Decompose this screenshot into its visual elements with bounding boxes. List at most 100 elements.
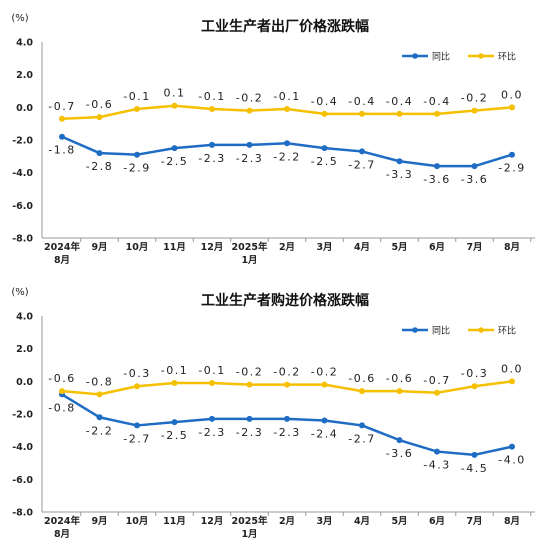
data-point [396,110,403,117]
data-label: -2.5 [311,155,338,168]
series-mom: -0.7 -0.6-0.1 0.1 -0.1 -0.2 -0.1 -0.4 -0.4 -0.4-… [48,87,522,122]
data-label: -2.3 [198,152,225,165]
data-label: -0.4 [311,95,338,108]
x-tick-label: 2024年 [44,241,80,253]
x-tick-label: 2月 [279,516,295,527]
data-label: -2.9 [123,162,150,175]
data-point [96,150,103,157]
legend-label: 环比 [498,325,516,337]
x-tick-label: 7月 [466,516,482,527]
data-point [59,115,65,122]
y-tick-label: -6.0 [12,475,33,486]
data-point [471,451,478,458]
data-point [509,443,515,450]
data-label: -0.1 [198,90,225,103]
y-tick-label: 4.0 [16,38,33,49]
data-point [471,107,478,114]
x-tick-label: 5月 [391,516,407,527]
series-mom: -0.6 -0.8 -0.3 -0.1 -0.1 -0.2 -0.2 -0.2 -0.6 -0.6… [48,362,522,398]
x-tick-label: 10月 [126,242,149,253]
data-point [96,114,103,121]
unit-label: (%) [11,13,28,24]
data-point [96,391,103,398]
data-label: -0.6 [48,372,75,385]
data-label: -2.3 [236,152,263,165]
data-label: -0.2 [273,366,300,379]
data-point [209,141,215,148]
legend-marker [478,327,484,333]
data-label: -2.8 [86,160,113,173]
x-tick-label: 2025年 [232,515,268,527]
series-line [61,393,513,457]
data-point [321,381,328,388]
x-tick-label: 6月 [429,516,445,527]
unit-label: (%) [11,287,28,298]
x-tick-label: 6月 [429,242,445,253]
data-label: -0.3 [123,367,150,380]
data-label: -0.1 [198,364,225,377]
data-point [321,417,328,424]
data-point [396,437,403,444]
data-point [134,422,140,429]
data-label: -0.4 [348,95,375,108]
x-tick-label: 3月 [316,242,332,253]
chart-title: 工业生产者出厂价格涨跌幅 [201,18,369,35]
data-point [246,107,253,114]
data-point [434,110,440,117]
x-tick-label: 1月 [241,255,257,266]
data-point [209,379,215,386]
x-tick-label: 9月 [91,242,107,253]
x-tick-label: 12月 [201,242,224,253]
data-label: -2.2 [86,424,113,437]
x-tick-label: 11月 [163,242,186,253]
data-point [434,163,440,170]
data-label: -4.3 [423,459,450,472]
data-label: -2.7 [348,432,375,445]
data-point [359,148,365,155]
chart-panel-1: 工业生产者出厂价格涨跌幅 (%) 4.0 2.0 0.0 -2.0 -4.0 -6.0 -8.0… [11,13,535,266]
x-tick-label: 9月 [91,516,107,527]
data-point [509,378,515,385]
data-label: -0.6 [386,372,413,385]
data-point [359,422,365,429]
data-label: -0.1 [161,364,188,377]
data-label: -0.7 [48,100,75,113]
data-label: -3.6 [461,173,488,186]
data-label: -2.7 [123,432,150,445]
data-point [434,448,440,455]
y-tick-label: -2.0 [12,136,33,147]
data-point [171,419,178,426]
data-point [246,415,253,422]
data-label: -2.2 [273,150,300,163]
data-point [359,110,365,117]
data-label: -0.8 [86,375,113,388]
series-yoy: -0.8 -2.2 -2.7 -2.5 -2.3 -2.3 -2.3 -2.4 -2.7 -3.6… [48,391,524,475]
legend-label: 同比 [432,325,450,337]
chart-title: 工业生产者购进价格涨跌幅 [201,292,369,309]
data-point [134,105,140,112]
data-point [284,415,290,422]
data-label: -2.3 [198,426,225,439]
x-tick-label: 2025年 [232,241,268,253]
chart-panel-2: 工业生产者购进价格涨跌幅 (%) 4.0 2.0 0.0 -2.0 -4.0 -6.0 -8.0… [11,287,535,540]
data-point [246,381,253,388]
x-tick-label: 7月 [466,242,482,253]
legend-item: 环比 [468,51,516,63]
data-point [246,141,253,148]
y-tick-label: -4.0 [12,168,33,179]
data-point [396,388,403,395]
x-tick-label: 4月 [354,242,370,253]
legend-marker [478,53,484,59]
data-label: -2.5 [161,429,188,442]
data-point [171,102,178,109]
x-tick-label: 11月 [163,516,186,527]
data-label: -3.3 [386,168,413,181]
data-point [396,158,403,165]
x-tick-label: 8月 [504,516,520,527]
data-point [509,151,515,158]
x-tick-label: 2024年 [44,515,80,527]
x-tick-label: 4月 [354,516,370,527]
y-tick-label: 4.0 [16,312,33,323]
y-tick-label: 2.0 [16,344,33,355]
